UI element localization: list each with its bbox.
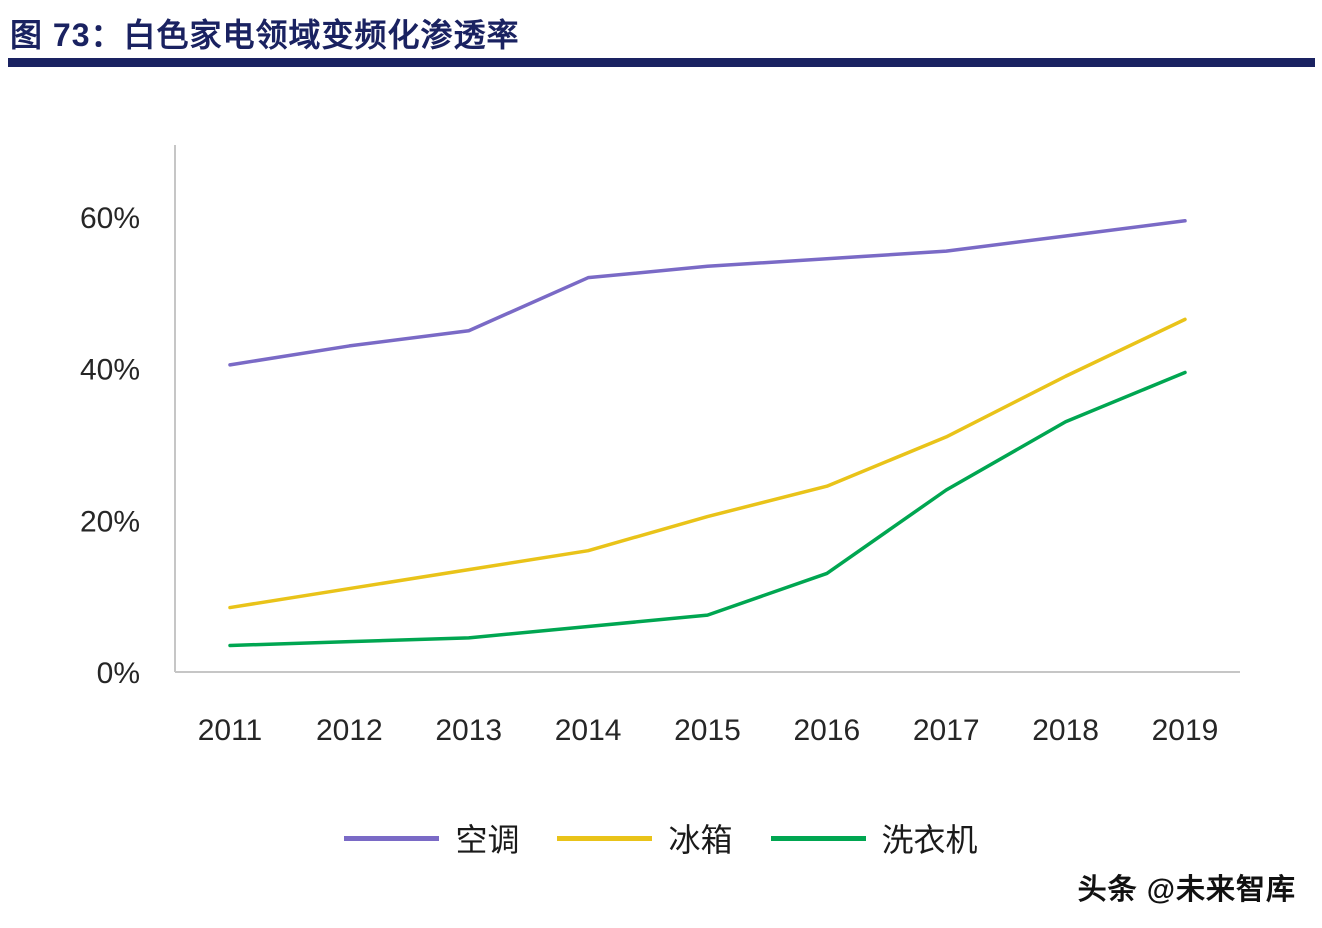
- legend-item-washing-machine: 洗衣机: [770, 815, 978, 861]
- title-underline: [8, 58, 1315, 67]
- y-tick-label: 60%: [80, 202, 140, 235]
- x-tick-label: 2014: [555, 714, 622, 747]
- chart-legend: 空调 冰箱 洗衣机: [0, 815, 1322, 861]
- legend-label-washing-machine: 洗衣机: [881, 822, 978, 858]
- y-tick-label: 20%: [80, 505, 140, 538]
- x-tick-label: 2012: [316, 714, 383, 747]
- legend-swatch-refrigerator: [557, 835, 653, 841]
- legend-swatch-washing-machine: [770, 835, 866, 841]
- x-tick-label: 2017: [913, 714, 980, 747]
- x-tick-label: 2019: [1152, 714, 1219, 747]
- legend-item-air-conditioner: 空调: [344, 815, 519, 861]
- chart-title: 图 73：白色家电领域变频化渗透率: [10, 17, 520, 53]
- legend-item-refrigerator: 冰箱: [557, 815, 733, 861]
- series-line-washing-machine: [228, 370, 1187, 648]
- x-tick-label: 2018: [1032, 714, 1099, 747]
- legend-label-refrigerator: 冰箱: [668, 822, 733, 858]
- x-tick-label: 2016: [794, 714, 861, 747]
- y-tick-label: 40%: [80, 354, 140, 387]
- legend-label-air-conditioner: 空调: [455, 822, 520, 858]
- legend-swatch-air-conditioner: [344, 835, 440, 841]
- line-chart: 0% 20% 40% 60% 2011 2012 2013 2014 2015 2016 2017 2…: [80, 145, 1240, 747]
- x-tick-label: 2011: [198, 714, 263, 747]
- x-tick-label: 2015: [674, 714, 741, 747]
- y-tick-label: 0%: [97, 657, 140, 690]
- series-line-air-conditioner: [228, 219, 1187, 367]
- series-line-refrigerator: [228, 317, 1187, 610]
- watermark: 头条 @未来智库: [1077, 874, 1296, 906]
- x-tick-label: 2013: [435, 714, 502, 747]
